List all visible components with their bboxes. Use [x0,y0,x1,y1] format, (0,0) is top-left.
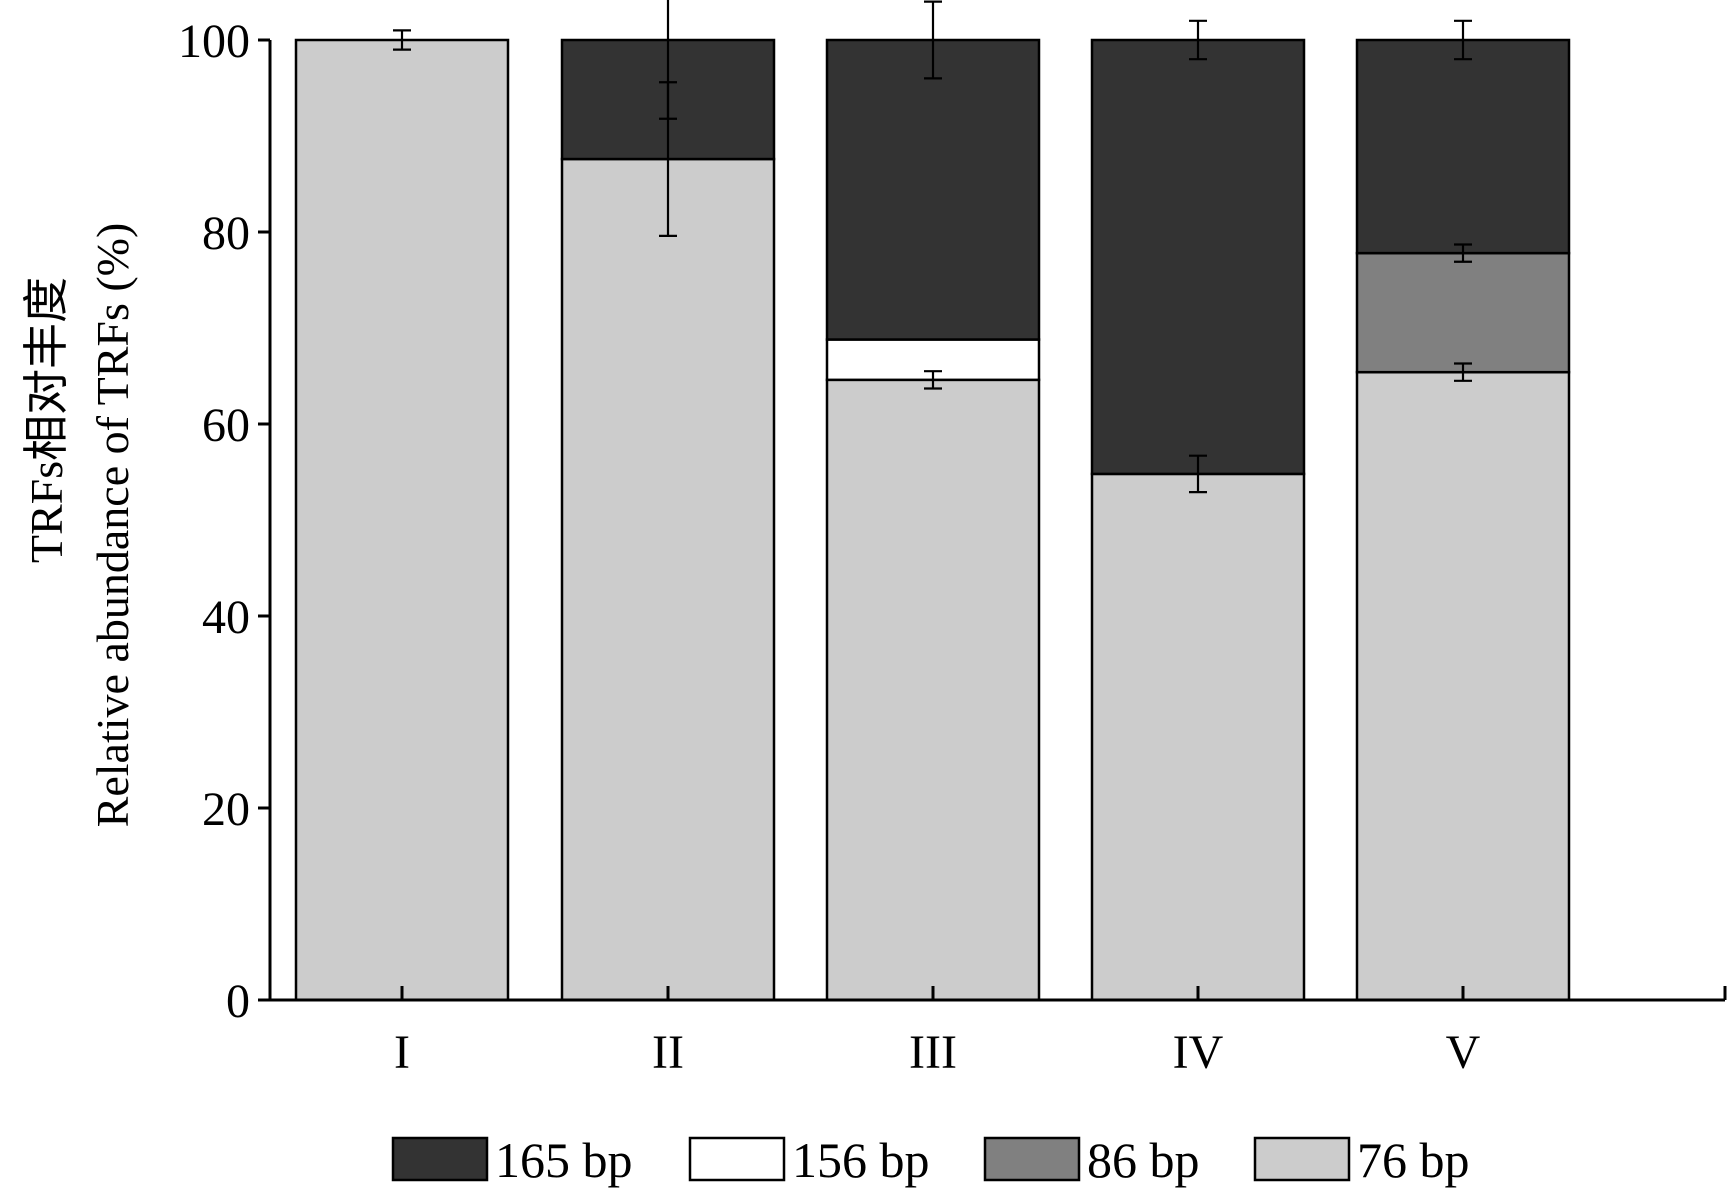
error-bar-i-76-bp [393,29,411,51]
bar-v-165-bp [1355,38,1571,255]
bar-ii-76-bp [560,157,776,1002]
bar-i-76-bp [294,38,510,1002]
x-tick-label-iii: III [909,1026,957,1079]
error-bar-ii-165-bp [659,0,677,120]
bar-iv-76-bp [1090,472,1306,1002]
bar-iv-165-bp [1090,38,1306,476]
x-tick-label-ii: II [652,1026,684,1079]
legend-swatch-165-bp [391,1136,489,1182]
y-tick-label-60: 60 [202,399,250,452]
y-tick-label-40: 40 [202,591,250,644]
legend-item-156-bp: 156 bp [688,1132,930,1188]
legend-label-156-bp: 156 bp [792,1132,930,1188]
x-tick-label-i: I [394,1026,410,1079]
legend-label-165-bp: 165 bp [495,1132,633,1188]
legend-label-76-bp: 76 bp [1357,1132,1470,1188]
error-bar-v-165-bp [1454,19,1472,61]
bar-iii-76-bp [825,378,1041,1002]
y-tick-label-0: 0 [226,975,250,1028]
legend-swatch-86-bp [983,1136,1081,1182]
legend: 165 bp 156 bp 86 bp 76 bp [391,1132,1470,1188]
bar-iii-165-bp [825,38,1041,341]
legend-swatch-76-bp [1253,1136,1351,1182]
y-tick-label-100: 100 [178,15,250,68]
x-tick-label-iv: IV [1173,1026,1224,1079]
error-bar-iv-165-bp [1189,19,1207,61]
error-bar-iii-76-bp [924,370,942,390]
legend-swatch-156-bp [688,1136,786,1182]
legend-item-86-bp: 86 bp [983,1132,1200,1188]
bars-layer [294,38,1571,1002]
error-bar-v-76-bp [1454,362,1472,382]
y-tick-label-80: 80 [202,207,250,260]
legend-item-76-bp: 76 bp [1253,1132,1470,1188]
error-bar-iv-76-bp [1189,454,1207,494]
bar-v-86-bp [1355,251,1571,374]
y-axis-title-line-2: Relative abundance of TRFs (%) [87,223,138,828]
y-axis-title-line-1: TRFs相对丰度 [21,277,72,563]
x-tick-label-v: V [1446,1026,1481,1079]
legend-item-165-bp: 165 bp [391,1132,633,1188]
legend-label-86-bp: 86 bp [1087,1132,1200,1188]
y-tick-label-20: 20 [202,783,250,836]
error-bar-v-86-bp [1454,243,1472,263]
error-bars-layer [393,0,1472,494]
error-bar-iii-165-bp [924,0,942,80]
bar-v-76-bp [1355,370,1571,1002]
